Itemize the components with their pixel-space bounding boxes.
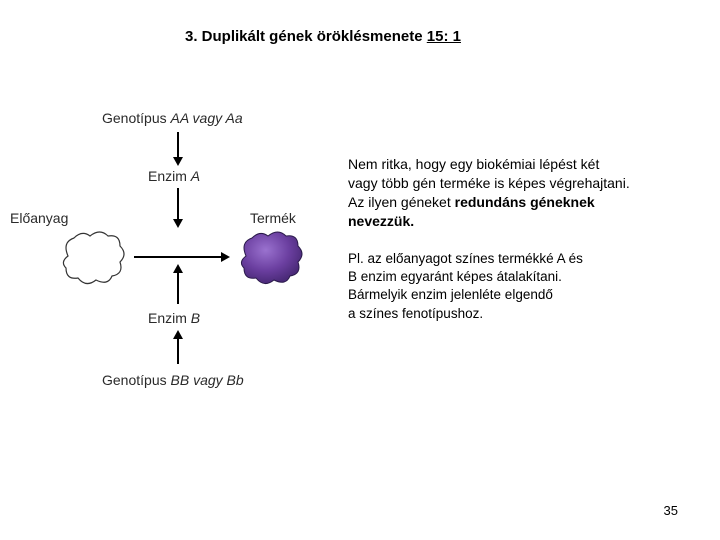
genotype-bottom-label: Genotípus BB vagy Bb [102,372,244,388]
reaction-arrow [134,256,222,258]
arrow-enzyme-a-down [177,188,179,220]
description-paragraph-2: Pl. az előanyagot színes termékké A és B… [348,250,708,323]
product-label: Termék [250,210,296,226]
arrow-genotype-a-down [177,132,179,158]
precursor-blob [58,228,128,288]
description-paragraph-1: Nem ritka, hogy egy biokémiai lépést két… [348,155,708,231]
enzyme-a-label: Enzim A [148,168,200,184]
page-number: 35 [664,503,678,518]
product-blob [236,228,306,288]
enzyme-b-label: Enzim B [148,310,200,326]
pathway-diagram: Genotípus AA vagy Aa Enzim A Előanyag Te… [40,110,360,440]
slide-title: 3. Duplikált gének öröklésmenete 15: 1 [185,28,461,45]
arrow-enzyme-b-up [177,272,179,304]
title-ratio: 15: 1 [427,28,461,45]
precursor-label: Előanyag [10,210,68,226]
title-prefix: 3. Duplikált gének öröklésmenete [185,28,427,45]
arrow-genotype-b-up [177,338,179,364]
genotype-top-label: Genotípus AA vagy Aa [102,110,243,126]
